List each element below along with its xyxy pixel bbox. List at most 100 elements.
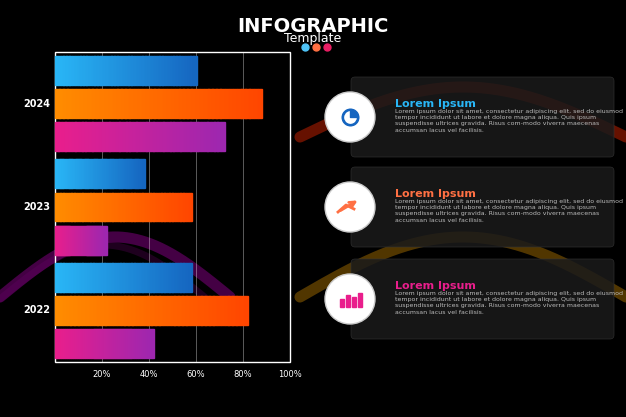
Bar — [92, 122, 96, 151]
Bar — [142, 329, 145, 358]
Bar — [99, 263, 102, 292]
Bar — [82, 193, 86, 221]
Bar — [89, 159, 91, 188]
Bar — [177, 122, 181, 151]
Bar — [100, 159, 102, 188]
Bar — [117, 56, 120, 85]
Bar — [63, 56, 67, 85]
Bar — [209, 296, 213, 325]
Bar — [74, 226, 76, 254]
Bar — [172, 193, 175, 221]
Bar — [128, 193, 132, 221]
Bar — [105, 89, 110, 118]
Bar — [144, 329, 146, 358]
Text: Lorem Ipsum: Lorem Ipsum — [395, 281, 476, 291]
Bar — [91, 56, 95, 85]
Bar — [86, 296, 90, 325]
Bar — [87, 226, 89, 254]
Bar — [171, 296, 175, 325]
Bar — [182, 296, 187, 325]
Bar — [62, 159, 64, 188]
Bar — [114, 56, 118, 85]
Bar — [192, 89, 196, 118]
Bar — [59, 296, 63, 325]
Bar — [142, 89, 146, 118]
Bar — [62, 226, 64, 254]
Bar — [72, 122, 76, 151]
Bar — [163, 89, 167, 118]
Bar — [58, 193, 61, 221]
Bar — [85, 159, 88, 188]
Bar — [90, 193, 94, 221]
Bar — [57, 329, 59, 358]
Bar — [98, 226, 99, 254]
Bar — [91, 226, 93, 254]
Bar — [183, 193, 187, 221]
Bar — [92, 89, 97, 118]
Bar — [133, 159, 136, 188]
Bar — [95, 226, 97, 254]
Bar — [150, 122, 153, 151]
Bar — [132, 296, 136, 325]
Bar — [105, 159, 107, 188]
Bar — [121, 159, 123, 188]
Bar — [107, 193, 110, 221]
Bar — [69, 193, 72, 221]
Bar — [69, 263, 72, 292]
Bar — [55, 296, 59, 325]
Bar — [109, 89, 113, 118]
Bar — [221, 296, 225, 325]
Bar — [197, 122, 201, 151]
Bar — [64, 159, 66, 188]
Bar — [114, 159, 116, 188]
Bar — [81, 329, 83, 358]
Bar — [120, 193, 124, 221]
Bar — [126, 193, 129, 221]
Bar — [87, 159, 90, 188]
Bar — [80, 226, 81, 254]
Bar — [150, 193, 153, 221]
Bar — [100, 226, 101, 254]
Bar — [182, 56, 185, 85]
Bar — [228, 89, 233, 118]
Bar — [240, 296, 244, 325]
Bar — [178, 263, 181, 292]
Bar — [167, 193, 170, 221]
Bar — [55, 159, 58, 188]
Bar — [150, 329, 152, 358]
Bar — [138, 89, 142, 118]
Bar — [254, 89, 258, 118]
Bar — [63, 296, 67, 325]
Bar — [131, 56, 135, 85]
Text: 80%: 80% — [233, 370, 252, 379]
Bar — [175, 193, 178, 221]
Bar — [109, 122, 113, 151]
Bar — [58, 122, 62, 151]
Bar — [118, 263, 121, 292]
Bar — [121, 296, 125, 325]
Bar — [163, 296, 167, 325]
Bar — [217, 89, 221, 118]
Bar — [171, 89, 175, 118]
Bar — [115, 193, 118, 221]
Bar — [68, 226, 69, 254]
Bar — [128, 329, 130, 358]
Bar — [136, 329, 138, 358]
Bar — [125, 296, 129, 325]
Bar — [116, 329, 119, 358]
Bar — [237, 89, 242, 118]
Bar — [82, 226, 83, 254]
Circle shape — [325, 182, 375, 232]
Bar — [101, 263, 105, 292]
Bar — [125, 159, 127, 188]
Bar — [84, 89, 89, 118]
Bar — [130, 122, 133, 151]
Bar — [59, 159, 61, 188]
Bar — [58, 56, 61, 85]
Bar — [93, 296, 98, 325]
Bar — [79, 122, 83, 151]
Bar — [143, 122, 147, 151]
Bar — [136, 193, 140, 221]
Bar — [91, 329, 93, 358]
Bar — [68, 89, 72, 118]
